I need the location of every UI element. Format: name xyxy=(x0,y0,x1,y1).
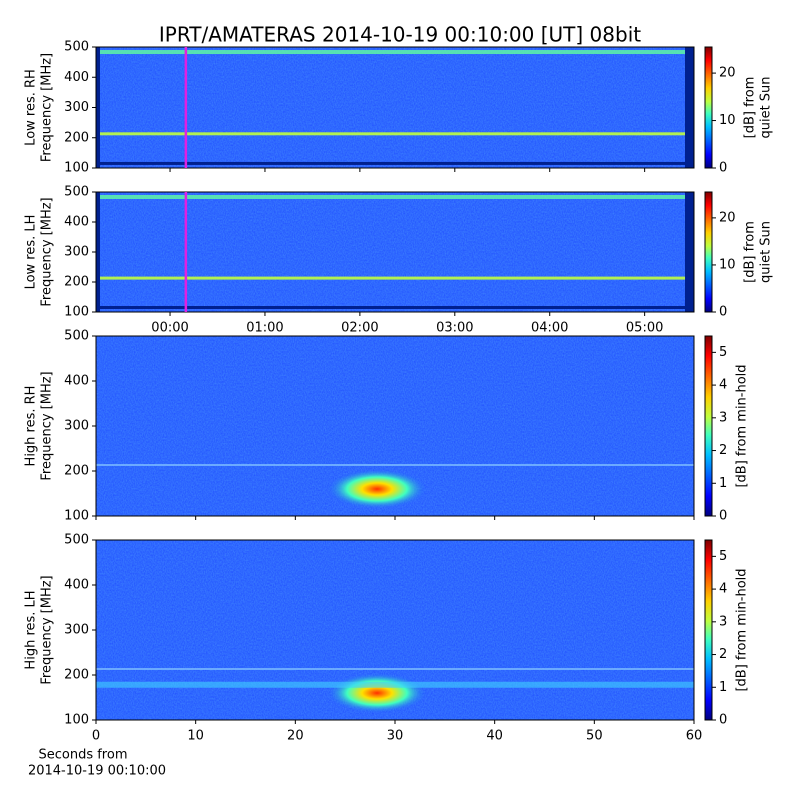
y-tick-label: 400 xyxy=(64,374,89,389)
y-tick-label: 500 xyxy=(64,40,89,55)
colorbar-tick-label: 0 xyxy=(719,161,727,176)
colorbar-tick-label: 10 xyxy=(719,113,736,128)
y-tick-label: 500 xyxy=(64,329,89,344)
y-tick-label: 100 xyxy=(64,305,89,320)
colorbar-tick-label: 4 xyxy=(719,378,727,393)
band xyxy=(96,306,694,309)
band xyxy=(96,161,694,165)
colorbar-tick-label: 1 xyxy=(719,476,727,491)
colorbar-label: [dB] from min-hold xyxy=(735,568,750,691)
x-tick-label: 30 xyxy=(387,729,404,744)
y-tick-label: 300 xyxy=(64,623,89,638)
y-axis-label: Low res. RH xyxy=(24,69,39,146)
x-tick-label: 0 xyxy=(92,729,100,744)
edge xyxy=(96,192,100,312)
x-tick-label: 04:00 xyxy=(531,321,568,336)
colorbar-label: [dB] from xyxy=(743,77,758,139)
y-tick-label: 300 xyxy=(64,245,89,260)
y-tick-label: 200 xyxy=(64,130,89,145)
edge xyxy=(685,47,694,168)
colorbar-label: quiet Sun xyxy=(759,221,774,283)
burst xyxy=(327,673,428,713)
x-tick-label: 40 xyxy=(486,729,503,744)
colorbar-tick-label: 3 xyxy=(719,614,727,629)
figure-title: IPRT/AMATERAS 2014-10-19 00:10:00 [UT] 0… xyxy=(159,23,641,47)
colorbar-tick-label: 2 xyxy=(719,443,727,458)
y-tick-label: 300 xyxy=(64,419,89,434)
band xyxy=(96,195,694,199)
y-axis-label: Frequency [MHz] xyxy=(40,371,55,480)
colorbar-tick-label: 20 xyxy=(719,66,736,81)
y-tick-label: 100 xyxy=(64,509,89,524)
colorbar xyxy=(704,335,713,517)
colorbar-tick-label: 20 xyxy=(719,210,736,225)
y-tick-label: 400 xyxy=(64,215,89,230)
colorbar-label: [dB] from xyxy=(743,221,758,283)
x-tick-label: 03:00 xyxy=(436,321,473,336)
colorbar xyxy=(704,539,713,721)
band xyxy=(96,276,694,280)
x-tick-label: 00:00 xyxy=(151,321,188,336)
colorbar xyxy=(704,46,713,169)
colorbar-tick-label: 5 xyxy=(719,345,727,360)
y-tick-label: 500 xyxy=(64,533,89,548)
x-axis-label: 2014-10-19 00:10:00 xyxy=(28,764,166,779)
colorbar-tick-label: 3 xyxy=(719,410,727,425)
y-tick-label: 400 xyxy=(64,70,89,85)
colorbar-tick-label: 10 xyxy=(719,257,736,272)
y-axis-label: High res. LH xyxy=(24,590,39,669)
x-tick-label: 02:00 xyxy=(341,321,378,336)
x-tick-label: 50 xyxy=(586,729,603,744)
band xyxy=(96,464,694,466)
colorbar xyxy=(704,191,713,313)
x-tick-label: 20 xyxy=(287,729,304,744)
y-axis-label: High res. RH xyxy=(24,386,39,467)
colorbar-tick-label: 1 xyxy=(719,680,727,695)
x-tick-label: 10 xyxy=(187,729,204,744)
edge xyxy=(96,47,100,168)
y-tick-label: 300 xyxy=(64,100,89,115)
y-tick-label: 400 xyxy=(64,578,89,593)
y-tick-label: 200 xyxy=(64,464,89,479)
y-axis-label: Frequency [MHz] xyxy=(40,575,55,684)
y-tick-label: 100 xyxy=(64,713,89,728)
x-tick-label: 05:00 xyxy=(626,321,663,336)
spectrogram-noise xyxy=(96,192,694,312)
band xyxy=(96,681,694,688)
x-axis-label: Seconds from xyxy=(38,748,127,763)
band xyxy=(96,668,694,670)
burst xyxy=(327,469,428,509)
y-tick-label: 200 xyxy=(64,275,89,290)
colorbar-tick-label: 0 xyxy=(719,713,727,728)
colorbar-tick-label: 0 xyxy=(719,305,727,320)
colorbar-tick-label: 2 xyxy=(719,647,727,662)
y-tick-label: 200 xyxy=(64,668,89,683)
spectrogram-noise xyxy=(96,47,694,168)
x-tick-label: 60 xyxy=(686,729,703,744)
y-axis-label: Frequency [MHz] xyxy=(40,197,55,306)
colorbar-tick-label: 0 xyxy=(719,509,727,524)
colorbar-tick-label: 5 xyxy=(719,549,727,564)
colorbar-tick-label: 4 xyxy=(719,582,727,597)
y-tick-label: 500 xyxy=(64,185,89,200)
colorbar-label: [dB] from min-hold xyxy=(735,364,750,487)
y-tick-label: 100 xyxy=(64,161,89,176)
y-axis-label: Low res. LH xyxy=(24,215,39,290)
x-tick-label: 01:00 xyxy=(246,321,283,336)
band xyxy=(96,132,694,136)
band xyxy=(96,50,694,55)
y-axis-label: Frequency [MHz] xyxy=(40,53,55,162)
edge xyxy=(685,192,694,312)
colorbar-label: quiet Sun xyxy=(759,76,774,138)
